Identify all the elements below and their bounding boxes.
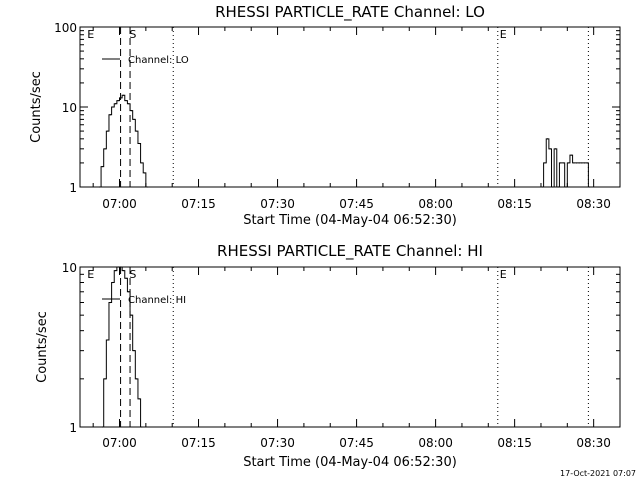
series-point — [143, 172, 146, 174]
series-point — [586, 162, 588, 164]
series-point — [568, 162, 570, 164]
y-axis-label: Counts/sec — [29, 71, 44, 143]
y-tick-label: 1 — [69, 421, 77, 435]
y-tick-label: 10 — [62, 101, 77, 115]
series-point — [114, 269, 117, 272]
plot-frame — [79, 26, 621, 188]
series-point — [112, 281, 114, 284]
x-tick-label: 07:45 — [339, 197, 374, 211]
series-point — [541, 186, 543, 188]
generation-timestamp: 17-Oct-2021 07:07 — [560, 469, 636, 478]
series-point — [589, 186, 591, 188]
x-axis-label: Start Time (04-May-04 06:52:30) — [243, 455, 457, 470]
series-point — [122, 269, 125, 272]
series-line — [101, 266, 144, 428]
series-point — [120, 97, 122, 99]
y-axis-label: Counts/sec — [35, 311, 50, 383]
series-point — [581, 162, 583, 164]
series-point — [557, 186, 559, 188]
series-point — [109, 301, 111, 304]
series-point — [138, 398, 140, 400]
x-tick-label: 07:30 — [260, 436, 295, 450]
marker-label: E — [500, 28, 507, 41]
x-tick-label: 07:00 — [102, 436, 137, 450]
series-point — [138, 142, 140, 145]
x-tick-label: 07:45 — [339, 436, 374, 450]
series-point — [133, 350, 135, 352]
series-point — [101, 165, 103, 168]
series-line — [98, 94, 149, 188]
hi-channel-panel: RHESSI PARTICLE_RATE Channel: HI 07:00 07:… — [35, 242, 621, 470]
x-tick-label: 07:00 — [102, 197, 137, 211]
series-point — [133, 118, 135, 120]
marker-label: S — [129, 28, 136, 41]
lo-channel-panel: RHESSI PARTICLE_RATE Channel: LO 07:00 07:… — [29, 3, 621, 228]
series-point — [99, 186, 101, 188]
series-point — [546, 138, 549, 140]
x-tick-label: 08:15 — [497, 197, 532, 211]
series-point — [575, 162, 578, 164]
series-point — [130, 110, 132, 112]
series-point — [128, 291, 130, 293]
series-point — [554, 148, 557, 150]
series-point — [578, 162, 580, 164]
x-axis-label: Start Time (04-May-04 06:52:30) — [243, 213, 457, 228]
series-point — [112, 106, 114, 108]
series-point — [583, 162, 586, 164]
x-tick-label: 07:30 — [260, 197, 295, 211]
marker-label: E — [87, 268, 94, 281]
series-point — [136, 130, 138, 132]
y-tick-label: 10 — [62, 261, 77, 275]
series-point — [136, 378, 138, 380]
series-point — [130, 314, 132, 316]
series-point — [570, 154, 572, 156]
series-point — [562, 162, 564, 164]
series-point — [101, 426, 103, 428]
series-point — [107, 130, 109, 132]
series-point — [141, 426, 143, 428]
chart-title: RHESSI PARTICLE_RATE Channel: HI — [217, 242, 483, 261]
series-point — [104, 378, 106, 380]
series-line — [540, 138, 592, 188]
series-point — [549, 148, 551, 150]
series-point — [544, 162, 546, 164]
series-point — [125, 100, 127, 102]
series-point — [117, 100, 119, 102]
marker-label: S — [129, 268, 136, 281]
plot-frame — [79, 266, 621, 428]
series-point — [552, 186, 554, 188]
x-tick-label: 08:00 — [418, 197, 453, 211]
series-point — [128, 103, 130, 105]
x-tick-label: 08:30 — [576, 197, 611, 211]
series-point — [104, 148, 106, 150]
x-tick-label: 08:30 — [576, 436, 611, 450]
series-point — [565, 186, 567, 188]
marker-label: E — [87, 28, 94, 41]
series-point — [120, 266, 122, 268]
series-point — [146, 186, 148, 188]
series-point — [107, 339, 109, 341]
series-point — [573, 162, 575, 164]
y-tick-label: 1 — [69, 181, 77, 195]
series-point — [122, 94, 125, 96]
series-point — [125, 277, 127, 279]
series-point — [560, 162, 562, 164]
series-point — [141, 162, 143, 164]
x-tick-label: 08:00 — [418, 436, 453, 450]
x-tick-label: 08:15 — [497, 436, 532, 450]
series-point — [117, 266, 119, 268]
legend-label: Channel: HI — [128, 295, 186, 306]
series-point — [109, 114, 111, 116]
y-tick-label: 100 — [54, 21, 77, 35]
x-tick-label: 07:15 — [181, 197, 216, 211]
chart-title: RHESSI PARTICLE_RATE Channel: LO — [215, 3, 485, 22]
x-tick-label: 07:15 — [181, 436, 216, 450]
legend-label: Channel: LO — [128, 55, 189, 66]
series-point — [114, 103, 117, 105]
marker-label: E — [500, 268, 507, 281]
